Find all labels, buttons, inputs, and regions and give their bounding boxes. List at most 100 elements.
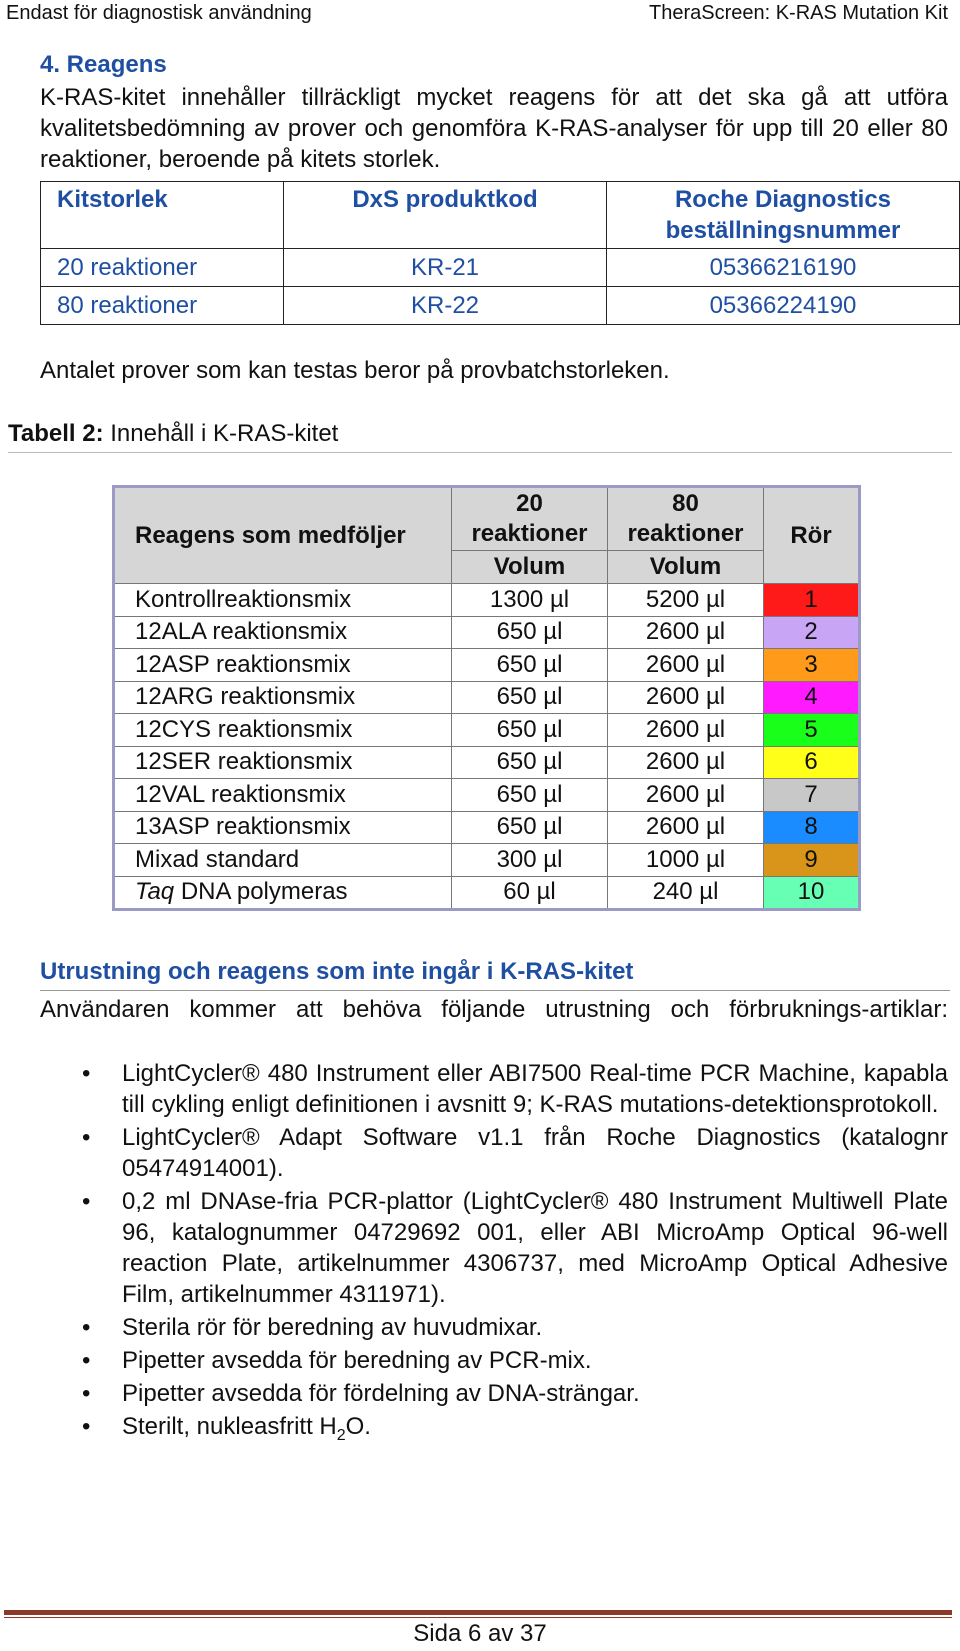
intro-paragraph: K-RAS-kitet innehåller tillräckligt myck… [40,84,948,173]
bullet-icon: • [82,1380,91,1407]
tube-number: 4 [763,680,860,714]
volume-v80: 240 µl [607,875,764,910]
table-row: 12ALA reaktionsmix 650 µl 2600 µl 2 [113,615,860,649]
reagent-name: 12SER reaktionsmix [113,745,452,779]
tube-number: 2 [763,615,860,649]
table-row: 12SER reaktionsmix 650 µl 2600 µl 6 [113,745,860,779]
table-row: 12VAL reaktionsmix 650 µl 2600 µl 7 [113,778,860,812]
kit-col-code: DxS produktkod [283,181,607,249]
equipment-intro-text: Användaren kommer att behöva följande ut… [40,996,948,1023]
volume-v20: 650 µl [451,745,608,779]
volume-v20: 650 µl [451,680,608,714]
tube-number: 1 [763,583,860,617]
bullet-icon: • [82,1314,91,1341]
page-number: Sida 6 av 37 [413,1620,547,1647]
col-tube: Rör [763,486,860,584]
col-80: 80 reaktioner [607,486,764,551]
kit-col-order: Roche Diagnostics beställningsnummer [606,181,960,249]
section-title: 4. Reagens [40,51,167,78]
kit-cell: 05366216190 [606,248,960,287]
list-item: • LightCycler® 480 Instrument eller ABI75… [40,1058,948,1120]
caption-label: Tabell 2: [8,420,104,447]
list-item-text-end: O. [345,1413,371,1440]
list-item: • Sterila rör för beredning av huvudmixar… [40,1312,948,1343]
header-left: Endast för diagnostisk användning [6,2,312,24]
page-header: Endast för diagnostisk användning TheraS… [0,0,960,28]
reagent-name: 12CYS reaktionsmix [113,713,452,747]
table-row: 80 reaktioner KR-22 05366224190 [40,286,960,325]
reagent-name-text: DNA polymeras [174,878,348,906]
bullet-icon: • [82,1413,91,1440]
bullet-icon: • [82,1124,91,1151]
footer-rule [4,1610,952,1615]
list-item: • Pipetter avsedda för fördelning av DNA-… [40,1378,948,1409]
reagent-name: 12VAL reaktionsmix [113,778,452,812]
tube-number: 3 [763,648,860,682]
col-20-volume: Volum [451,549,608,585]
list-item-text: LightCycler® Adapt Software v1.1 från Ro… [122,1124,948,1182]
reagent-name: Mixad standard [113,843,452,877]
volume-v20: 650 µl [451,810,608,844]
reagent-name: Taq DNA polymeras [113,875,452,910]
subscript: 2 [336,1426,346,1444]
equipment-title: Utrustning och reagens som inte ingår i … [40,958,634,985]
bullet-icon: • [82,1060,91,1087]
kit-table-header: Kitstorlek DxS produktkod Roche Diagnost… [40,181,960,249]
reagent-name: 12ASP reaktionsmix [113,648,452,682]
table-row: 20 reaktioner KR-21 05366216190 [40,248,960,287]
tube-number: 8 [763,810,860,844]
kit-cell: KR-21 [283,248,607,287]
kit-cell: 20 reaktioner [40,248,284,287]
bullet-icon: • [82,1188,91,1215]
volume-v20: 650 µl [451,648,608,682]
volume-v20: 1300 µl [451,583,608,617]
kit-cell: 05366224190 [606,286,960,325]
table-row: 12ARG reaktionsmix 650 µl 2600 µl 4 [113,680,860,714]
reagent-name-text: 12SER reaktionsmix [135,748,353,776]
list-item-text: Sterilt, nukleasfritt H [122,1413,337,1440]
equipment-list: • LightCycler® 480 Instrument eller ABI75… [40,1058,948,1453]
volume-v80: 2600 µl [607,648,764,682]
volume-v80: 1000 µl [607,843,764,877]
reagent-name-text: Mixad standard [135,845,300,873]
reagent-name: 12ARG reaktionsmix [113,680,452,714]
volume-v80: 2600 µl [607,778,764,812]
reagent-name-text: 12VAL reaktionsmix [135,780,346,808]
table-row: 12CYS reaktionsmix 650 µl 2600 µl 5 [113,713,860,747]
volume-v20: 650 µl [451,713,608,747]
reagent-name-text: 13ASP reaktionsmix [135,813,351,841]
caption-divider [8,452,952,453]
list-item-text: 0,2 ml DNAse-fria PCR-plattor (LightCycl… [122,1188,948,1308]
table-row: Mixad standard 300 µl 1000 µl 9 [113,843,860,877]
tube-number: 10 [763,875,860,910]
volume-v20: 650 µl [451,615,608,649]
list-item-text: Sterila rör för beredning av huvudmixar. [122,1314,543,1341]
list-item: • Sterilt, nukleasfritt H2O. [40,1411,948,1451]
tube-number: 9 [763,843,860,877]
header-right: TheraScreen: K-RAS Mutation Kit [648,2,948,24]
table-row: 13ASP reaktionsmix 650 µl 2600 µl 8 [113,810,860,844]
tube-number: 5 [763,713,860,747]
table-row: Taq DNA polymeras 60 µl 240 µl 10 [113,875,860,910]
volume-v20: 300 µl [451,843,608,877]
volume-v80: 2600 µl [607,810,764,844]
col-20: 20 reaktioner [451,486,608,551]
volume-v80: 5200 µl [607,583,764,617]
footer-rule-thin [4,1617,952,1618]
col-reagent: Reagens som medföljer [113,486,452,584]
list-item: • LightCycler® Adapt Software v1.1 från R… [40,1122,948,1184]
note-text: Antalet prover som kan testas beror på p… [40,357,670,384]
bullet-icon: • [82,1347,91,1374]
kit-col-size: Kitstorlek [40,181,284,249]
tube-number: 7 [763,778,860,812]
list-item: • Pipetter avsedda för beredning av PCR-m… [40,1345,948,1376]
kit-contents-table: Reagens som medföljer 20 reaktioner 80 r… [112,485,861,911]
reagent-name-text: Kontrollreaktionsmix [135,585,352,613]
kit-size-table: Kitstorlek DxS produktkod Roche Diagnost… [40,181,960,325]
reagent-name: 13ASP reaktionsmix [113,810,452,844]
list-item: • 0,2 ml DNAse-fria PCR-plattor (LightCyc… [40,1186,948,1310]
kit-cell: 80 reaktioner [40,286,284,325]
reagent-name: 12ALA reaktionsmix [113,615,452,649]
reagent-name-italic: Taq [135,878,175,906]
list-item-text: Pipetter avsedda för fördelning av DNA-s… [122,1380,640,1407]
